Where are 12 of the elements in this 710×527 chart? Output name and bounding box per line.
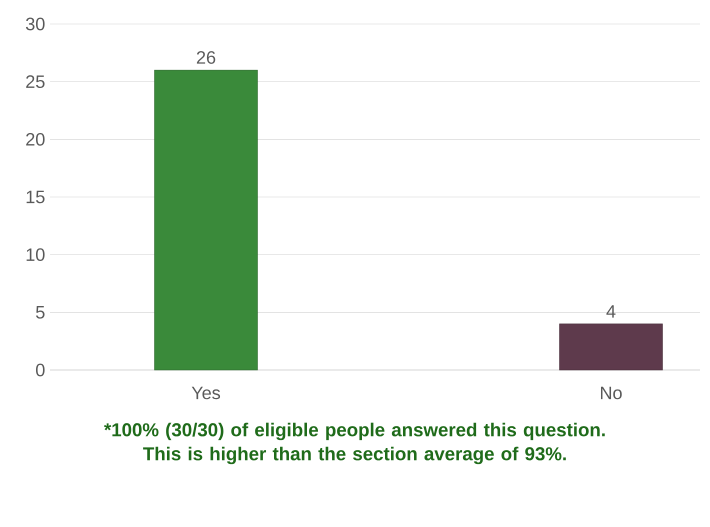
x-tick-label: Yes — [192, 386, 220, 400]
y-tick-label: 20 — [26, 132, 45, 146]
data-label: 4 — [606, 305, 616, 318]
y-tick-label: 25 — [26, 75, 45, 88]
y-tick-label: 10 — [26, 248, 45, 262]
y-tick-label: 0 — [36, 364, 45, 376]
data-label: 26 — [196, 51, 216, 64]
x-tick-label: No — [600, 386, 622, 400]
y-tick-label: 30 — [26, 18, 45, 30]
y-tick-label: 15 — [26, 190, 45, 204]
text: *100% (30/30) of eligible people answered this question. This is higher than the section average of 93%. — [104, 422, 605, 464]
y-tick-label: 5 — [36, 306, 45, 319]
